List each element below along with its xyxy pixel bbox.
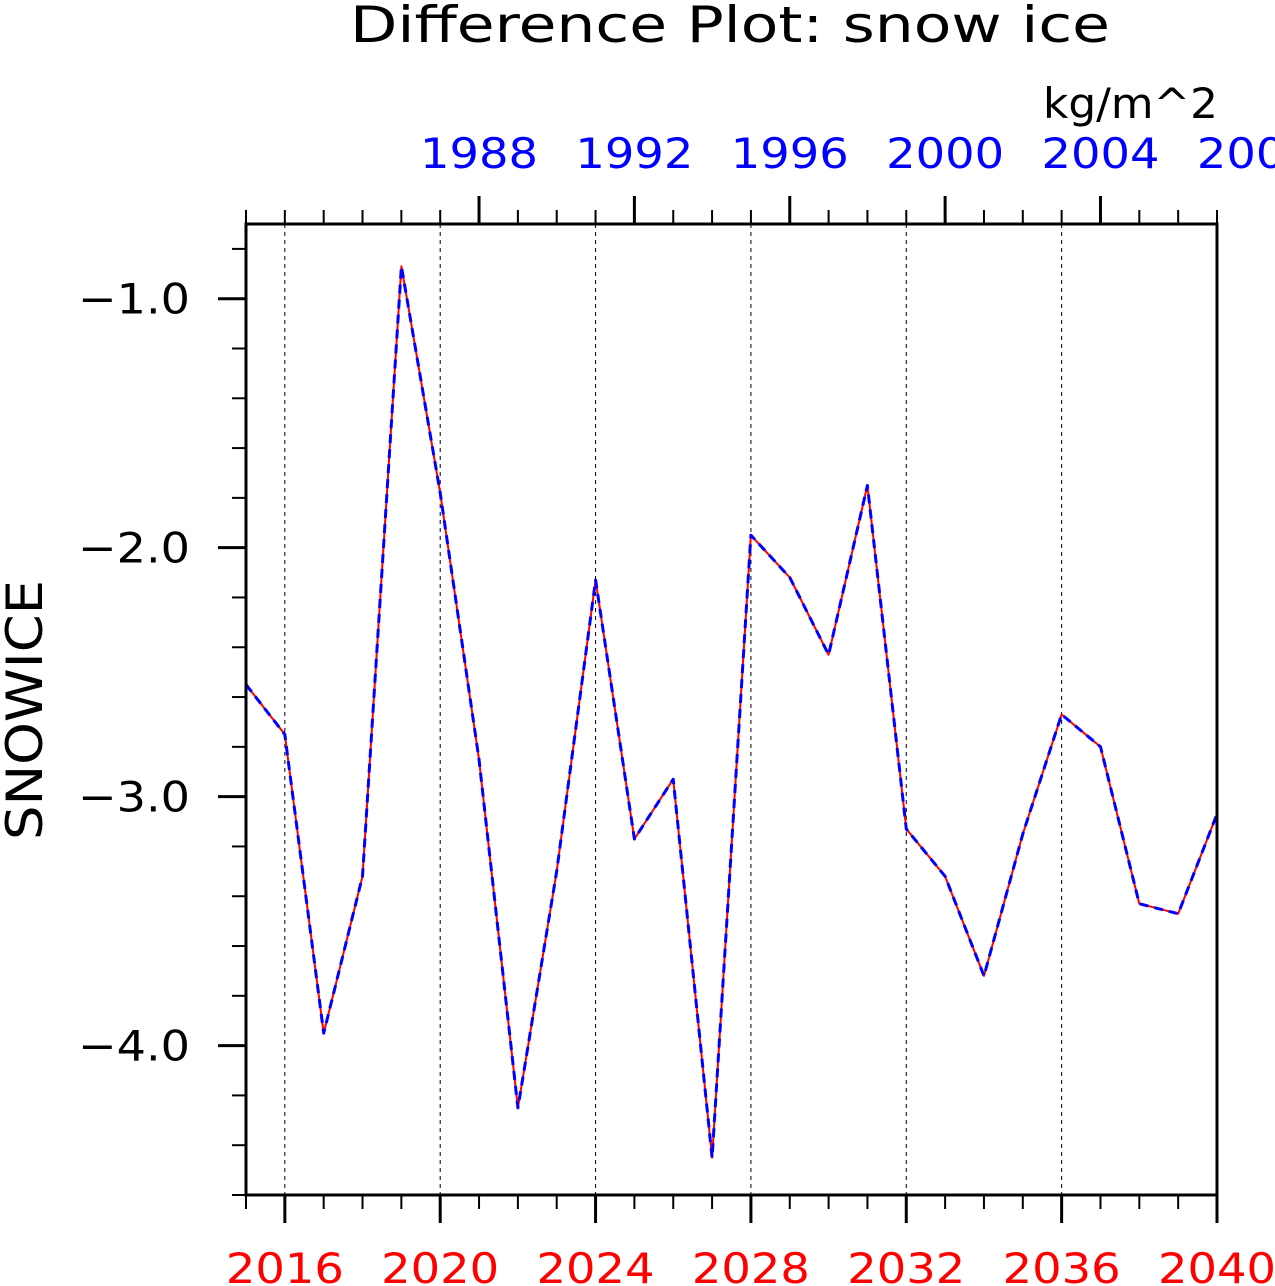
- series-line-red: [245, 265, 1218, 1159]
- bottom-tick-label: 2016: [226, 1244, 344, 1286]
- plot-frame: [244, 222, 1219, 1197]
- y-axis-label: SNOWICE: [0, 580, 54, 840]
- bottom-tick-label: 2028: [692, 1244, 810, 1286]
- units-label: kg/m^2: [1043, 79, 1218, 128]
- top-tick-label: 2008: [1197, 129, 1275, 178]
- top-tick-label: 1992: [575, 129, 693, 178]
- y-tick-label: −1.0: [78, 275, 190, 324]
- bottom-tick-label: 2024: [537, 1244, 655, 1286]
- y-tick-label: −2.0: [78, 524, 190, 573]
- bottom-tick-label: 2036: [1003, 1244, 1121, 1286]
- tick-labels: 2016 2020 2024 2028 2032 2036 2040 1988 1992 1996…: [78, 129, 1275, 1286]
- top-tick-label: 2000: [886, 129, 1004, 178]
- top-tick-label: 1996: [731, 129, 849, 178]
- bottom-tick-label: 2040: [1158, 1244, 1275, 1286]
- grid-lines: [284, 224, 1063, 1195]
- bottom-tick-label: 2020: [381, 1244, 499, 1286]
- top-tick-label: 1988: [420, 129, 538, 178]
- chart-title: Difference Plot: snow ice: [350, 0, 1110, 54]
- top-tick-label: 2004: [1041, 129, 1159, 178]
- series-lines: [244, 264, 1219, 1160]
- bottom-tick-label: 2032: [847, 1244, 965, 1286]
- y-tick-label: −3.0: [78, 773, 190, 822]
- series-line-blue: [244, 264, 1219, 1160]
- y-tick-label: −4.0: [78, 1022, 190, 1071]
- axis-ticks: [218, 196, 1219, 1223]
